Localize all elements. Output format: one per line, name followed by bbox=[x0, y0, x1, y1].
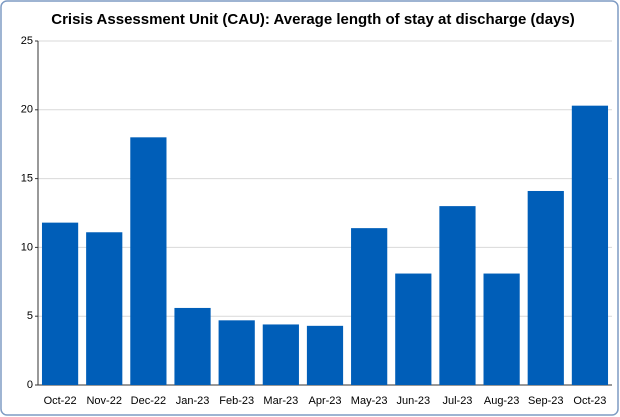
y-tick-label: 0 bbox=[27, 379, 33, 391]
bar bbox=[130, 137, 167, 385]
x-tick-label: Jul-23 bbox=[442, 395, 472, 407]
bar bbox=[351, 228, 388, 385]
x-tick-label: Oct-22 bbox=[44, 395, 77, 407]
x-tick-label: Jan-23 bbox=[176, 395, 210, 407]
bar bbox=[571, 105, 609, 385]
bar bbox=[527, 190, 564, 385]
y-tick-label: 25 bbox=[21, 35, 33, 47]
x-tick-label: Dec-22 bbox=[131, 395, 166, 407]
bar bbox=[483, 273, 520, 385]
bar bbox=[41, 222, 79, 385]
x-tick-label: Nov-22 bbox=[86, 395, 121, 407]
bar bbox=[306, 325, 344, 385]
y-tick-label: 10 bbox=[21, 241, 33, 253]
bar bbox=[218, 320, 255, 385]
y-tick-label: 5 bbox=[27, 310, 33, 322]
x-tick-label: May-23 bbox=[351, 395, 388, 407]
bar bbox=[395, 273, 432, 385]
bar bbox=[86, 232, 123, 385]
x-tick-label: Sep-23 bbox=[528, 395, 563, 407]
x-tick-label: Mar-23 bbox=[263, 395, 298, 407]
bar bbox=[439, 206, 476, 385]
chart-title: Crisis Assessment Unit (CAU): Average le… bbox=[51, 11, 574, 28]
x-tick-label: Feb-23 bbox=[219, 395, 254, 407]
bar bbox=[262, 324, 299, 385]
y-tick-label: 20 bbox=[21, 104, 33, 116]
bar bbox=[174, 307, 211, 385]
y-tick-label: 15 bbox=[21, 173, 33, 185]
x-tick-label: Apr-23 bbox=[308, 395, 341, 407]
x-tick-label: Jun-23 bbox=[396, 395, 430, 407]
x-tick-label: Aug-23 bbox=[484, 395, 519, 407]
x-tick-label: Oct-23 bbox=[573, 395, 606, 407]
